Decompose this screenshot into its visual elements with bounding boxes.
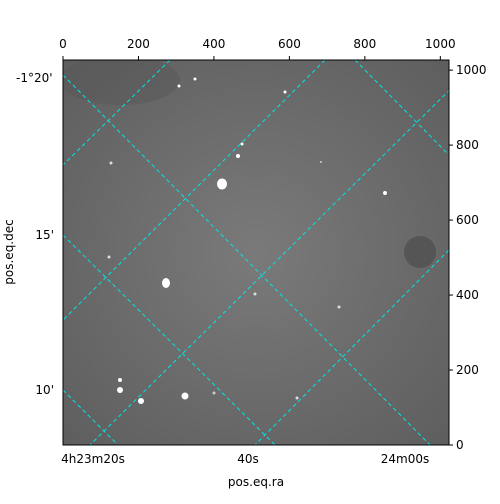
stars <box>63 60 436 404</box>
x-tick-label: 200 <box>127 37 150 51</box>
x-tick-label: 800 <box>353 37 376 51</box>
frame <box>62 59 450 446</box>
y-tick-label: 200 <box>456 363 479 377</box>
x-tick-label: 1000 <box>425 37 456 51</box>
sky-image <box>63 60 449 445</box>
y-tick-label: 800 <box>456 138 479 152</box>
y-axis-label: pos.eq.dec <box>2 219 16 284</box>
world-grid <box>63 60 449 445</box>
dec-tick-label: -1°20' <box>16 71 53 85</box>
x-tick-label: 0 <box>59 37 67 51</box>
ra-tick-label: 40s <box>237 452 259 466</box>
x-axis-label: pos.eq.ra <box>228 475 284 489</box>
y-tick-label: 600 <box>456 213 479 227</box>
y-tick-label: 400 <box>456 288 479 302</box>
x-tick-label: 400 <box>202 37 225 51</box>
ra-tick-label: 24m00s <box>381 452 429 466</box>
y-tick-label: 1000 <box>456 63 487 77</box>
y-tick-label: 0 <box>456 438 464 452</box>
ra-tick-label: 4h23m20s <box>61 452 125 466</box>
x-tick-label: 600 <box>278 37 301 51</box>
dec-tick-label: 15' <box>35 228 54 242</box>
dec-tick-label: 10' <box>35 383 54 397</box>
